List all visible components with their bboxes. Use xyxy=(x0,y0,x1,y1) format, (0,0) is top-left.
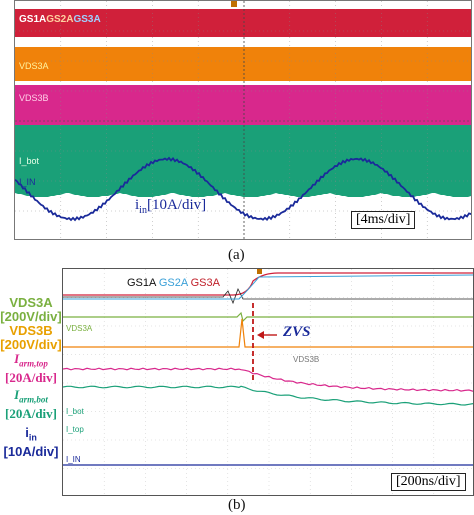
gs3a-legend: GS3A xyxy=(190,277,220,289)
gs1a-trace xyxy=(63,272,473,296)
vds3a-tag-a: VDS3A xyxy=(19,61,49,71)
side-label-iarm-top: Iarm,top [20A/div] xyxy=(5,351,57,385)
side-label-iin: iin [10A/div] xyxy=(3,425,59,459)
ibot-tag-b: I_bot xyxy=(66,407,84,416)
zvs-arrow-head xyxy=(257,331,264,339)
itop-tag-b: I_top xyxy=(66,425,84,434)
vds3b-tag-b: VDS3B xyxy=(293,355,320,364)
vds3a-band xyxy=(15,47,471,81)
side-label-vds3a: VDS3A [200V/div] xyxy=(0,295,62,324)
vds3a-tag-b: VDS3A xyxy=(66,324,93,333)
arm-current-band xyxy=(15,125,471,193)
vds3a-trace xyxy=(63,311,473,323)
gs3a-label: GS3A xyxy=(73,14,101,25)
zvs-label: ZVS xyxy=(283,324,311,340)
gs3a-trace xyxy=(63,274,473,300)
trigger-marker xyxy=(257,269,262,274)
vds3b-band xyxy=(15,85,471,125)
iin-tag-b: I_IN xyxy=(66,455,81,464)
input-current-trace xyxy=(15,156,471,222)
gs2a-label: GS2A xyxy=(46,14,74,25)
iin-tag-a: I_IN xyxy=(19,177,36,187)
gs2a-legend: GS2A xyxy=(158,277,188,289)
ibot-tag-a: I_bot xyxy=(19,156,40,166)
arm-current-ripple xyxy=(15,191,471,197)
gate-signal-band xyxy=(15,9,471,37)
caption-a: (a) xyxy=(228,247,245,263)
iarm-bot-trace xyxy=(63,385,473,406)
timebase-a: [4ms/div] xyxy=(351,211,416,229)
timebase-b: [200ns/div] xyxy=(391,473,466,491)
vds3b-trace xyxy=(63,318,473,348)
gs1a-label: GS1A xyxy=(19,14,47,25)
scope-a-traces xyxy=(15,1,471,239)
caption-b: (b) xyxy=(228,497,246,513)
current-scale-label-a: iin[10A/div] xyxy=(135,197,207,216)
side-label-iarm-bot: Iarm,bot [20A/div] xyxy=(5,387,57,421)
vds3b-tag-a: VDS3B xyxy=(19,93,49,103)
gs-legend-a: GS1AGS2AGS3A xyxy=(19,14,101,25)
scope-b-traces xyxy=(63,269,473,495)
iarm-top-trace xyxy=(63,367,473,392)
oscilloscope-screen-a: GS1AGS2AGS3A VDS3A VDS3B I_bot I_IN iin[… xyxy=(14,0,472,240)
oscilloscope-screen-b: GS1A GS2A GS3A VDS3A VDS3B I_bot I_top I… xyxy=(62,268,474,496)
trigger-marker xyxy=(231,1,237,7)
gs2a-trace xyxy=(63,287,473,305)
side-label-vds3b: VDS3B [200V/div] xyxy=(0,323,62,352)
gs1a-legend: GS1A xyxy=(127,277,156,289)
gs-legend-b: GS1A GS2A GS3A xyxy=(127,277,220,289)
